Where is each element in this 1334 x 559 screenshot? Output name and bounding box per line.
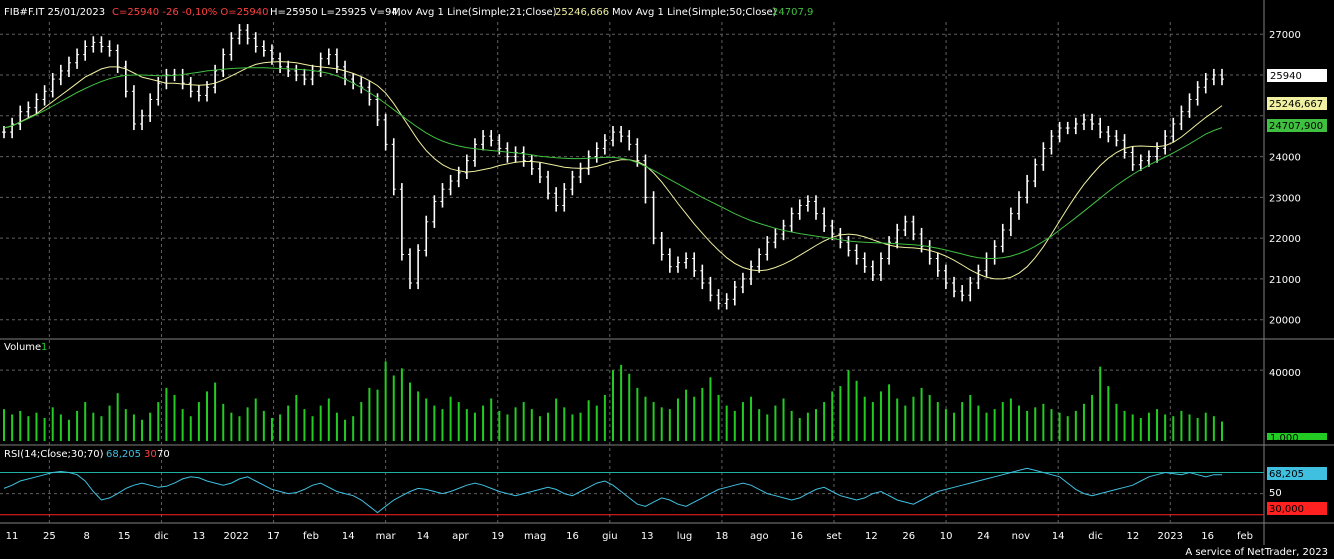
volume-panel — [3, 361, 1223, 441]
price-tick-label: 22000 — [1269, 234, 1301, 245]
price-badge-ma21-text: 25246,667 — [1269, 99, 1323, 110]
price-badge-last-text: 25940 — [1270, 71, 1302, 82]
x-axis-label: 14 — [342, 531, 355, 542]
grid-layer — [0, 0, 1334, 545]
rsi-value: 68,205 — [106, 449, 141, 460]
x-axis-label: 16 — [790, 531, 803, 542]
price-tick-label: 27000 — [1269, 30, 1301, 41]
price-badge-ma50-text: 24707,900 — [1269, 121, 1323, 132]
x-axis-label: 11 — [6, 531, 19, 542]
rsi-line — [3, 467, 1222, 514]
x-axis-label: set — [826, 531, 841, 542]
header-ma50-value: 24707,9 — [772, 7, 813, 18]
rsi-level-low: 30 — [144, 449, 157, 460]
volume-label: Volume — [4, 342, 41, 353]
header-ma21-label: Mov Avg 1 Line(Simple;21;Close) — [392, 7, 557, 18]
x-axis-label: 16 — [566, 531, 579, 542]
x-axis-label: 18 — [716, 531, 729, 542]
x-axis-label: 12 — [865, 531, 878, 542]
ma21-line — [3, 61, 1223, 280]
x-axis-label: 16 — [1201, 531, 1214, 542]
x-axis-label: 17 — [267, 531, 280, 542]
rsi-badge-low: 30,000 — [1267, 502, 1327, 515]
rsi-panel — [0, 467, 1264, 516]
header-ma21-value: 25246,666 — [555, 7, 609, 18]
header-ma50-label: Mov Avg 1 Line(Simple;50;Close) — [612, 7, 777, 18]
x-axis-label: dic — [154, 531, 169, 542]
x-axis-label: 24 — [977, 531, 990, 542]
x-axis-label: feb — [303, 531, 319, 542]
rsi-axis-tick: 50 — [1269, 488, 1282, 499]
x-axis-label: 2022 — [223, 531, 248, 542]
credit-text: A service of NetTrader, 2023 — [1185, 547, 1328, 558]
rsi-badge-value: 68,205 — [1267, 467, 1327, 480]
x-axis-label: ago — [750, 531, 769, 542]
price-panel — [2, 24, 1224, 310]
x-axis-label: 2023 — [1158, 531, 1183, 542]
x-axis-label: apr — [452, 531, 469, 542]
price-tick-label: 24000 — [1269, 153, 1301, 164]
volume-axis-tick: 40000 — [1269, 368, 1301, 379]
ma50-line — [3, 67, 1223, 259]
rsi-badge-low-text: 30,000 — [1269, 504, 1304, 515]
header-ohlc: C=25940 -26 -0,10% O=25940 — [112, 7, 268, 18]
x-axis-label: 15 — [118, 531, 131, 542]
volume-badge-last-text: 1,000 — [1270, 433, 1299, 444]
header-symbol: FIB#F.IT 25/01/2023 — [4, 7, 105, 18]
volume-value: 1 — [41, 342, 47, 353]
x-axis-label: 8 — [84, 531, 90, 542]
price-tick-label: 23000 — [1269, 193, 1301, 204]
price-badge-ma50: 24707,900 — [1267, 119, 1327, 132]
header-hl-vol: H=25950 L=25925 V=94, — [270, 7, 401, 18]
volume-badge-last: 1,000 — [1267, 433, 1327, 444]
x-axis-label: nov — [1012, 531, 1030, 542]
price-tick-label: 20000 — [1269, 316, 1301, 327]
x-axis-label: mag — [524, 531, 546, 542]
x-axis-label: 10 — [940, 531, 953, 542]
price-badge-ma21: 25246,667 — [1267, 97, 1327, 110]
x-axis-label: 14 — [1052, 531, 1065, 542]
x-axis-label: 12 — [1127, 531, 1140, 542]
price-badge-last: 25940 — [1267, 69, 1327, 82]
x-axis-label: 13 — [192, 531, 205, 542]
x-axis-label: dic — [1088, 531, 1103, 542]
x-axis-label: mar — [376, 531, 397, 542]
axis-layer: 20000 21000 22000 23000 24000 27000 11 25 8 15 dic… — [6, 30, 1301, 542]
price-tick-label: 21000 — [1269, 275, 1301, 286]
x-axis-label: 25 — [43, 531, 56, 542]
rsi-badge-value-text: 68,205 — [1269, 469, 1304, 480]
x-axis-label: 14 — [417, 531, 430, 542]
rsi-level-high: 70 — [157, 449, 170, 460]
x-axis-label: lug — [677, 531, 692, 542]
x-axis-label: 26 — [902, 531, 915, 542]
x-axis-label: 19 — [491, 531, 504, 542]
rsi-label: RSI(14;Close;30;70) — [4, 449, 104, 460]
x-axis-label: feb — [1237, 531, 1253, 542]
x-axis-label: giu — [602, 531, 617, 542]
x-axis-label: 13 — [641, 531, 654, 542]
